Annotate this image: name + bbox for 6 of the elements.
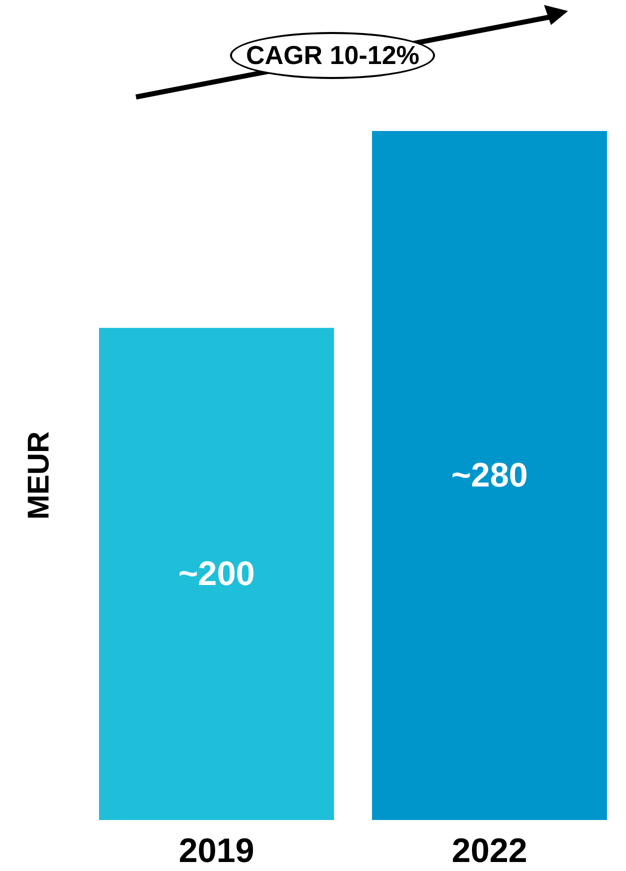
data-label: ~200 [178, 554, 255, 593]
x-tick-label: 2022 [452, 832, 528, 870]
text: CAGR 10-12% [230, 32, 436, 79]
data-label: ~280 [451, 456, 528, 494]
y-axis-title: MEUR [22, 431, 56, 520]
x-tick-label: 2019 [178, 832, 254, 870]
